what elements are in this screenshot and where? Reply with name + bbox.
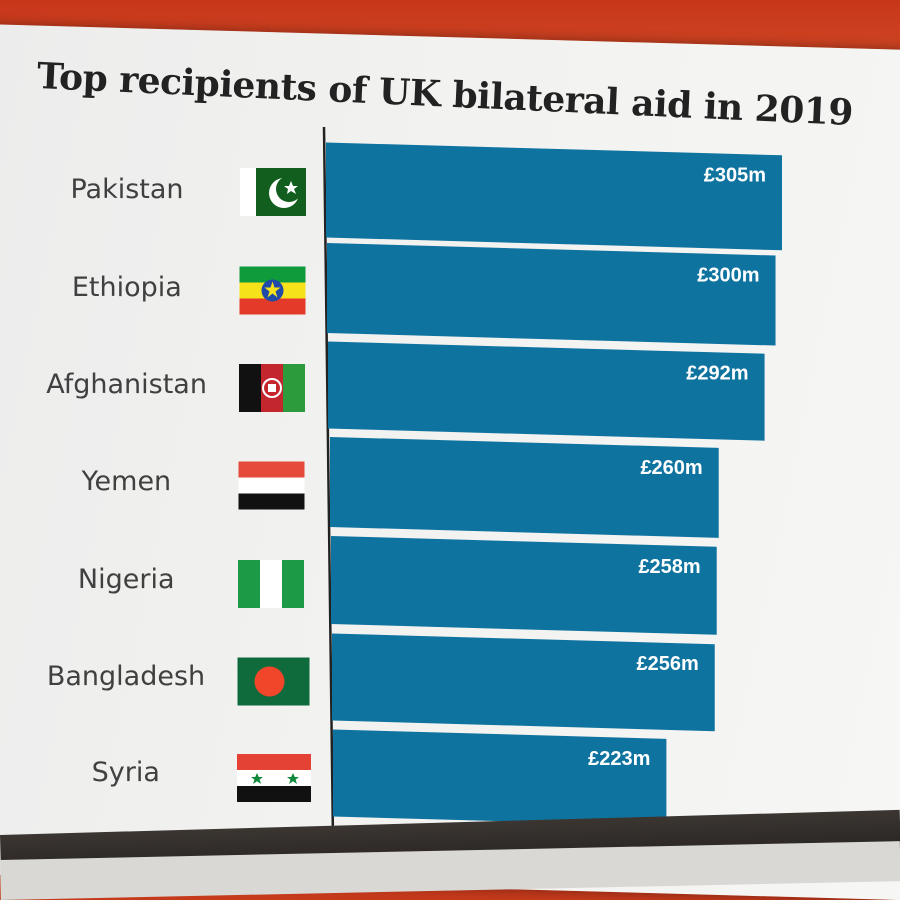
bar-value-label: £305m [704,164,766,186]
bar [330,437,719,538]
y-axis-line [322,126,335,841]
category-label: Pakistan [70,174,183,205]
bar-value-label: £260m [640,457,702,479]
bangladesh-flag-icon [237,657,310,706]
bar [326,142,782,251]
bar-value-label: £258m [638,556,700,578]
afghanistan-flag-icon [239,364,305,412]
category-label: Syria [92,757,160,788]
bar-value-label: £223m [588,748,650,770]
syria-flag-icon [237,754,311,802]
bar [327,243,776,346]
bar-value-label: £292m [686,363,748,385]
bar-value-label: £300m [697,265,759,287]
ethiopia-flag-icon [239,266,306,315]
category-label: Bangladesh [47,661,205,692]
bar [328,341,765,441]
bar [331,536,717,635]
yemen-flag-icon [238,461,305,510]
pakistan-flag-icon [240,168,306,216]
bar [333,729,667,826]
category-label: Yemen [81,466,172,497]
bar [332,633,715,732]
category-label: Nigeria [78,564,175,595]
nigeria-flag-icon [238,560,304,608]
category-label: Afghanistan [46,369,207,400]
category-label: Ethiopia [72,272,182,303]
bar-value-label: £256m [636,653,698,675]
